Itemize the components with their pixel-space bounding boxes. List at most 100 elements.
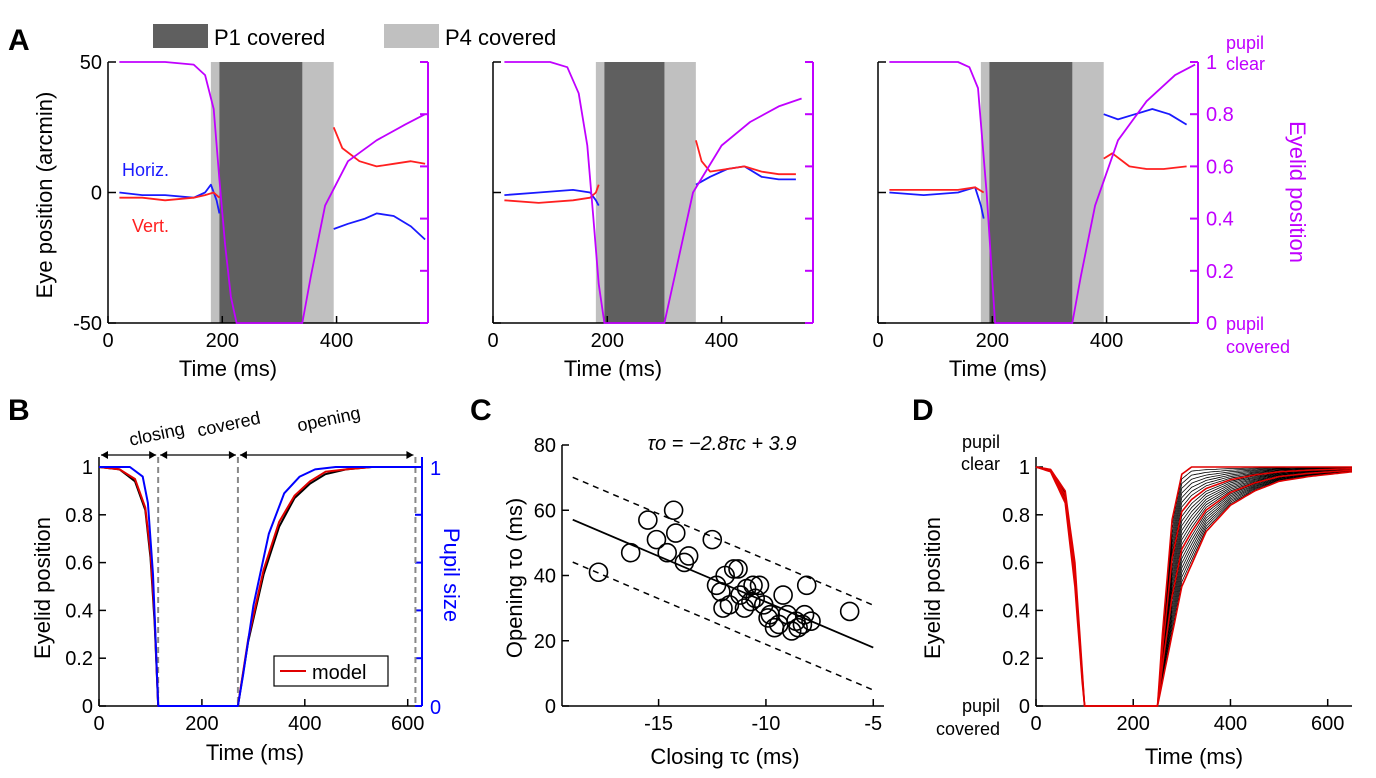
a-horiz-label: Horiz. bbox=[122, 160, 169, 180]
a-x-tick-label: 400 bbox=[320, 330, 353, 352]
legend-p1-swatch bbox=[153, 24, 208, 48]
a-right-tick-label: 0 bbox=[1206, 313, 1217, 335]
c-xlabel: Closing τc (ms) bbox=[650, 744, 799, 769]
c-data-point bbox=[788, 617, 808, 638]
d-x-tick-label: 400 bbox=[1214, 713, 1247, 735]
d-ylabel: Eyelid position bbox=[920, 517, 945, 659]
shade-p1-covered bbox=[219, 62, 303, 323]
a-series-vert- bbox=[332, 126, 426, 168]
d-label-top-2: clear bbox=[961, 454, 1000, 474]
b-y-tick-label: 0.6 bbox=[65, 553, 93, 575]
b-phase-closing: closing bbox=[127, 419, 186, 450]
b-x-tick-label: 0 bbox=[93, 713, 104, 735]
b-right-tick-label: 0 bbox=[430, 697, 441, 719]
c-x-tick-label: -10 bbox=[751, 713, 780, 735]
c-ylabel: Opening τo (ms) bbox=[502, 498, 527, 658]
b-arrowhead bbox=[101, 451, 108, 459]
a-right-tick-label: 0.2 bbox=[1206, 261, 1234, 283]
a-series-eyelid-position bbox=[119, 61, 426, 324]
a-series-horiz- bbox=[889, 186, 985, 219]
d-xlabel: Time (ms) bbox=[1145, 744, 1243, 769]
c-data-point bbox=[728, 559, 748, 579]
a-x-tick-label: 400 bbox=[705, 330, 738, 352]
c-y-tick-label: 20 bbox=[534, 631, 556, 653]
a-right-tick-label: 1 bbox=[1206, 52, 1217, 74]
a-ylabel-right: Eyelid position bbox=[1285, 121, 1310, 263]
panel-a-plot-3: 0 200 400 Time (ms) 1 0.8 0.6 0.4 0.2 0 bbox=[872, 52, 1233, 381]
d-trace bbox=[1035, 466, 1353, 707]
b-arrowhead bbox=[228, 451, 236, 459]
d-trace bbox=[1035, 466, 1353, 707]
legend-p4-label: P4 covered bbox=[445, 25, 556, 50]
a-series-horiz- bbox=[504, 188, 600, 207]
panel-a-plot-2: 0 200 400 Time (ms) bbox=[487, 61, 814, 381]
d-label-top-1: pupil bbox=[962, 432, 1000, 452]
d-trace bbox=[1035, 466, 1353, 707]
c-data-point bbox=[839, 601, 860, 622]
c-data-point bbox=[646, 529, 667, 550]
a-series-vert- bbox=[1103, 152, 1187, 170]
b-y-tick-label: 1 bbox=[82, 457, 93, 479]
a-x-tick-label: 0 bbox=[872, 330, 883, 352]
b-x-tick-label: 200 bbox=[185, 713, 218, 735]
shade-p1-covered bbox=[604, 62, 665, 323]
a-right-tick-label: 0.6 bbox=[1206, 156, 1234, 178]
d-trace bbox=[1035, 466, 1353, 707]
d-y-tick-label: 1 bbox=[1019, 457, 1030, 479]
legend-p1-label: P1 covered bbox=[214, 25, 325, 50]
d-model-fit bbox=[1035, 466, 1353, 707]
c-data-point bbox=[749, 575, 770, 596]
d-trace bbox=[1035, 466, 1353, 707]
c-data-point bbox=[723, 559, 744, 579]
a-x-tick-label: 200 bbox=[591, 330, 624, 352]
b-arrowhead bbox=[149, 451, 157, 459]
b-xlabel: Time (ms) bbox=[206, 740, 304, 765]
d-trace bbox=[1035, 466, 1353, 707]
d-model-fit bbox=[1035, 466, 1353, 707]
c-data-point bbox=[730, 585, 750, 605]
a-left-tick-label: 0 bbox=[91, 183, 102, 205]
b-x-tick-label: 400 bbox=[288, 713, 321, 735]
b-y-tick-label: 0.8 bbox=[65, 505, 93, 527]
c-data-point bbox=[638, 510, 658, 530]
b-phase-covered: covered bbox=[195, 408, 262, 441]
d-trace bbox=[1035, 466, 1352, 707]
d-trace bbox=[1035, 466, 1353, 707]
b-ylabel-right: Pupil size bbox=[439, 528, 464, 622]
d-trace bbox=[1035, 466, 1353, 707]
d-trace bbox=[1035, 466, 1353, 707]
d-trace bbox=[1035, 466, 1353, 707]
legend-p4-swatch bbox=[384, 24, 439, 48]
b-y-tick-label: 0 bbox=[82, 696, 93, 718]
shade-p1-covered bbox=[989, 62, 1073, 323]
panel-d-plot: 0.8 0.6 0.4 0.2 1 00 200 400 600 bbox=[1002, 457, 1353, 735]
a-right-bottom-label-1: pupil bbox=[1226, 314, 1264, 334]
c-data-point bbox=[792, 614, 813, 635]
a-series-eyelid-position bbox=[504, 61, 802, 324]
a-x-tick-label: 200 bbox=[206, 330, 239, 352]
c-data-point bbox=[794, 604, 815, 625]
panel-label-c: C bbox=[470, 394, 492, 427]
b-series-pupil-size bbox=[99, 466, 418, 707]
d-y-tick-label: 0.2 bbox=[1002, 648, 1030, 670]
c-bound-upper bbox=[572, 476, 874, 606]
a-ylabel-left: Eye position (arcmin) bbox=[32, 92, 57, 299]
a-xlabel: Time (ms) bbox=[564, 356, 662, 381]
c-data-point bbox=[702, 529, 723, 550]
a-x-tick-label: 0 bbox=[487, 330, 498, 352]
d-trace bbox=[1035, 466, 1353, 707]
panel-label-d: D bbox=[912, 394, 934, 427]
d-x-tick-label: 0 bbox=[1030, 713, 1041, 735]
d-x-tick-label: 600 bbox=[1311, 713, 1344, 735]
c-data-point bbox=[801, 611, 821, 631]
b-x-tick-label: 600 bbox=[391, 713, 424, 735]
a-series-horiz- bbox=[1103, 108, 1188, 126]
b-arrowhead bbox=[160, 451, 168, 459]
a-series-horiz- bbox=[695, 165, 796, 186]
d-y-tick-label: 0 bbox=[1019, 696, 1030, 718]
d-trace bbox=[1035, 466, 1352, 707]
d-y-tick-label: 0.8 bbox=[1002, 505, 1030, 527]
d-trace bbox=[1035, 466, 1353, 707]
